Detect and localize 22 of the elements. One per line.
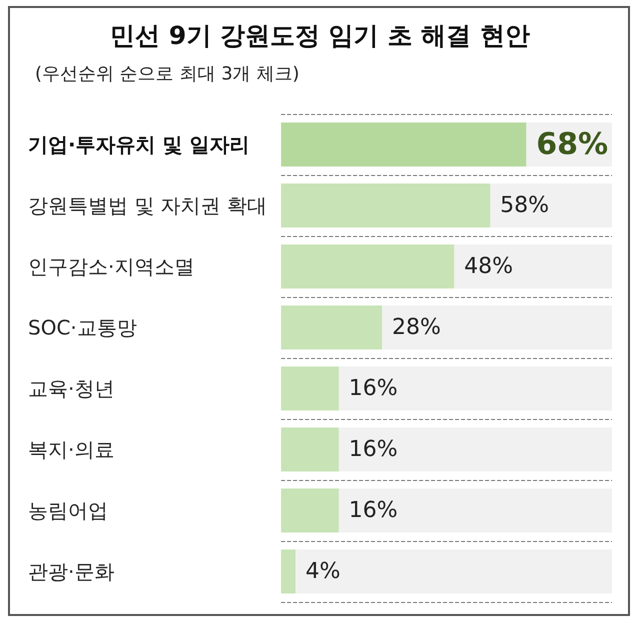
data-label: 58% [500,193,550,218]
data-label: 68% [536,127,608,162]
data-label: 16% [348,498,398,523]
y-tick-label: 복지·의료 [28,438,114,462]
y-tick-label: 관광·문화 [28,560,114,584]
data-label: 28% [392,315,441,340]
y-tick-label: 기업·투자유치 및 일자리 [28,132,250,156]
chart-title: 민선 9기 강원도정 임기 초 해결 현안 [110,21,530,50]
y-tick-label: 교육·청년 [28,376,114,400]
y-tick-label: SOC·교통망 [28,316,137,340]
data-label: 4% [305,559,340,584]
y-tick-label: 강원특별법 및 자치권 확대 [28,194,268,218]
data-label: 16% [348,437,398,462]
bar [281,366,339,410]
bar [281,550,296,594]
bar [281,428,339,472]
data-label: 16% [348,376,398,401]
data-label: 48% [464,254,514,279]
chart-subtitle: (우선순위 순으로 최대 3개 체크) [35,64,300,84]
y-tick-label: 농림어업 [28,498,108,522]
bar [281,488,339,532]
y-tick-label: 인구감소·지역소멸 [28,254,194,278]
